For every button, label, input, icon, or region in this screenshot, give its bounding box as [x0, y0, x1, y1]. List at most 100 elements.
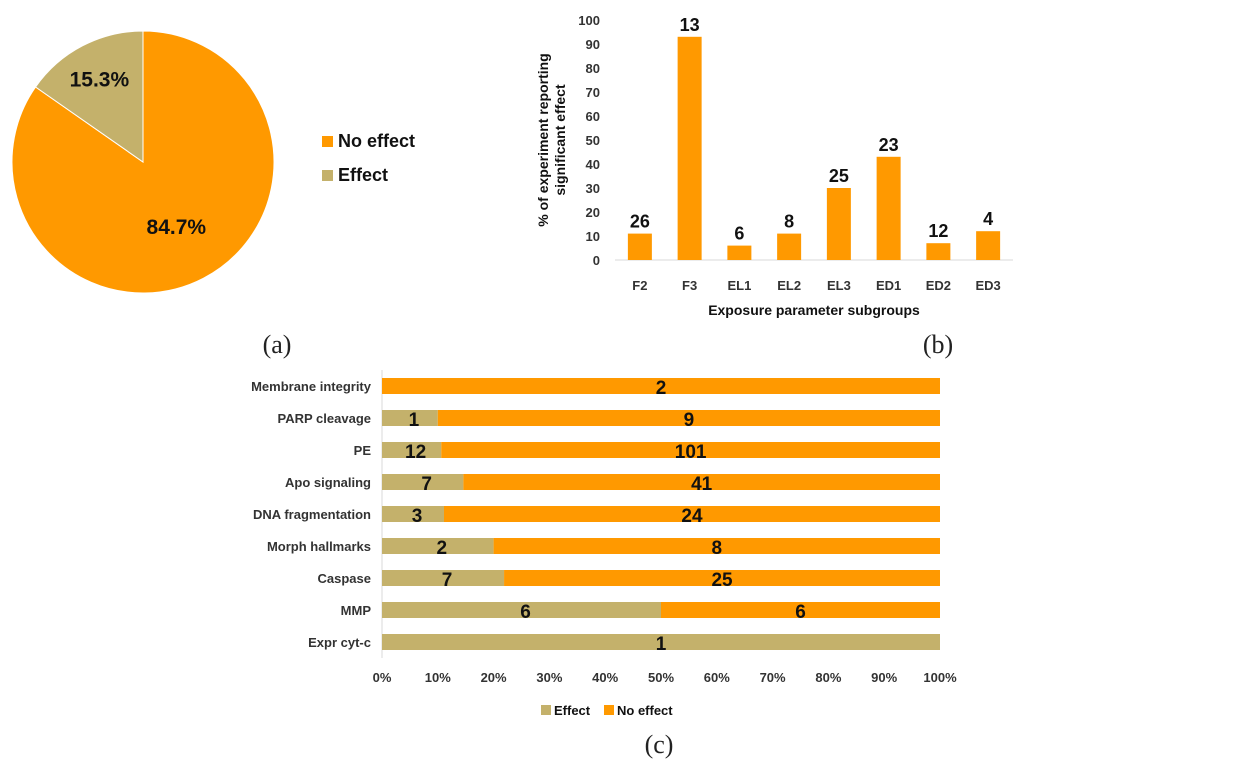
y-tick-label: 90	[586, 37, 600, 52]
pie-label: 15.3%	[70, 68, 130, 91]
x-tick-label: F2	[632, 278, 647, 293]
legend-entry: Effect	[554, 703, 591, 718]
segment-label-no-effect: 2	[656, 378, 667, 399]
category-label-expr-cyt-c: Expr cyt-c	[308, 635, 371, 650]
bar-data-label: 13	[680, 15, 700, 35]
bar-el2	[777, 233, 802, 260]
bar-el3	[826, 188, 851, 260]
category-label-mmp: MMP	[341, 603, 372, 618]
category-label-pe: PE	[354, 443, 372, 458]
bar-f3	[677, 36, 702, 260]
y-axis-title-line: % of experiment reporting	[535, 53, 551, 226]
y-tick-label: 60	[586, 109, 600, 124]
y-tick-label: 0	[593, 253, 600, 268]
legend-entry: No effect	[617, 703, 673, 718]
bar-data-label: 4	[983, 209, 993, 229]
category-label-morph-hallmarks: Morph hallmarks	[267, 539, 371, 554]
stack-segment-no-effect	[441, 442, 940, 458]
category-label-membrane-integrity: Membrane integrity	[251, 379, 372, 394]
stack-segment-effect	[382, 602, 661, 618]
stack-segment-no-effect	[661, 602, 940, 618]
x-tick-label: ED1	[876, 278, 901, 293]
x-tick-label: EL3	[827, 278, 851, 293]
x-tick-label: 40%	[592, 670, 618, 685]
bar-f2	[627, 233, 652, 260]
y-axis-title: % of experiment reportingsignificant eff…	[535, 53, 568, 226]
y-tick-label: 40	[586, 157, 600, 172]
bar-data-label: 8	[784, 212, 794, 232]
legend-swatch	[322, 136, 333, 147]
segment-label-effect: 12	[405, 442, 426, 463]
category-label-caspase: Caspase	[318, 571, 371, 586]
x-tick-label: 90%	[871, 670, 897, 685]
bar-chart: 0 10 20 30 40 50 60 70 80 90 100 26 F2 13 F3 6 EL1 8 EL2 25…	[535, 13, 1013, 318]
segment-label-effect: 6	[520, 602, 531, 623]
bar-data-label: 12	[928, 221, 948, 241]
legend-entry: No effect	[338, 131, 415, 151]
segment-label-no-effect: 9	[684, 410, 695, 431]
stack-segment-effect	[382, 570, 505, 586]
x-tick-label: ED3	[975, 278, 1000, 293]
x-tick-label: 70%	[760, 670, 786, 685]
pie-slice-effect	[34, 30, 144, 163]
segment-label-no-effect: 24	[681, 506, 703, 527]
segment-label-no-effect: 101	[675, 442, 707, 463]
x-tick-label: 80%	[815, 670, 841, 685]
pie-legend: No effect Effect	[322, 131, 415, 185]
x-axis-title: Exposure parameter subgroups	[708, 302, 920, 318]
bar-data-label: 26	[630, 212, 650, 232]
segment-label-effect: 1	[656, 634, 667, 655]
bar-ed3	[976, 231, 1001, 260]
x-tick-label: EL2	[777, 278, 801, 293]
bar-data-label: 25	[829, 166, 849, 186]
panel-label-c: (c)	[645, 730, 674, 759]
y-tick-label: 70	[586, 85, 600, 100]
segment-label-effect: 3	[412, 506, 423, 527]
segment-label-no-effect: 8	[712, 538, 723, 559]
y-tick-label: 80	[586, 61, 600, 76]
category-label-apo-signaling: Apo signaling	[285, 475, 371, 490]
segment-label-effect: 7	[442, 570, 453, 591]
stack-segment-no-effect	[444, 506, 940, 522]
y-tick-label: 100	[578, 13, 600, 28]
bar-ed2	[926, 243, 951, 260]
bar-data-label: 23	[879, 135, 899, 155]
segment-label-no-effect: 6	[795, 602, 806, 623]
stack-segment-no-effect	[437, 410, 940, 426]
x-tick-label: 20%	[481, 670, 507, 685]
stack-segment-no-effect	[463, 474, 940, 490]
y-tick-label: 30	[586, 181, 600, 196]
stack-segment-no-effect	[382, 378, 940, 394]
stack-segment-no-effect	[493, 538, 940, 554]
stack-segment-effect	[382, 634, 940, 650]
y-tick-label: 50	[586, 133, 600, 148]
stack-segment-effect	[382, 506, 444, 522]
x-tick-label: 100%	[923, 670, 957, 685]
pie-label: 84.7%	[147, 216, 207, 239]
category-label-parp-cleavage: PARP cleavage	[278, 411, 371, 426]
pie-chart: 84.7% 15.3%	[11, 30, 275, 294]
panel-label-a: (a)	[263, 330, 292, 359]
x-tick-label: EL1	[727, 278, 751, 293]
legend-swatch	[541, 705, 551, 715]
segment-label-effect: 2	[437, 538, 448, 559]
segment-label-no-effect: 41	[691, 474, 713, 495]
bar-ed1	[876, 156, 901, 260]
legend-entry: Effect	[338, 165, 388, 185]
y-tick-label: 20	[586, 205, 600, 220]
segment-label-effect: 7	[421, 474, 432, 495]
stack-segment-effect	[382, 410, 438, 426]
segment-label-no-effect: 25	[711, 570, 733, 591]
stack-segment-no-effect	[504, 570, 940, 586]
segment-label-effect: 1	[409, 410, 420, 431]
bar-data-label: 6	[734, 224, 744, 244]
x-tick-label: 60%	[704, 670, 730, 685]
y-tick-label: 10	[586, 229, 600, 244]
x-tick-label: 10%	[425, 670, 451, 685]
panel-label-b: (b)	[923, 330, 953, 359]
stack-segment-effect	[382, 474, 464, 490]
x-tick-label: F3	[682, 278, 697, 293]
legend-swatch	[604, 705, 614, 715]
